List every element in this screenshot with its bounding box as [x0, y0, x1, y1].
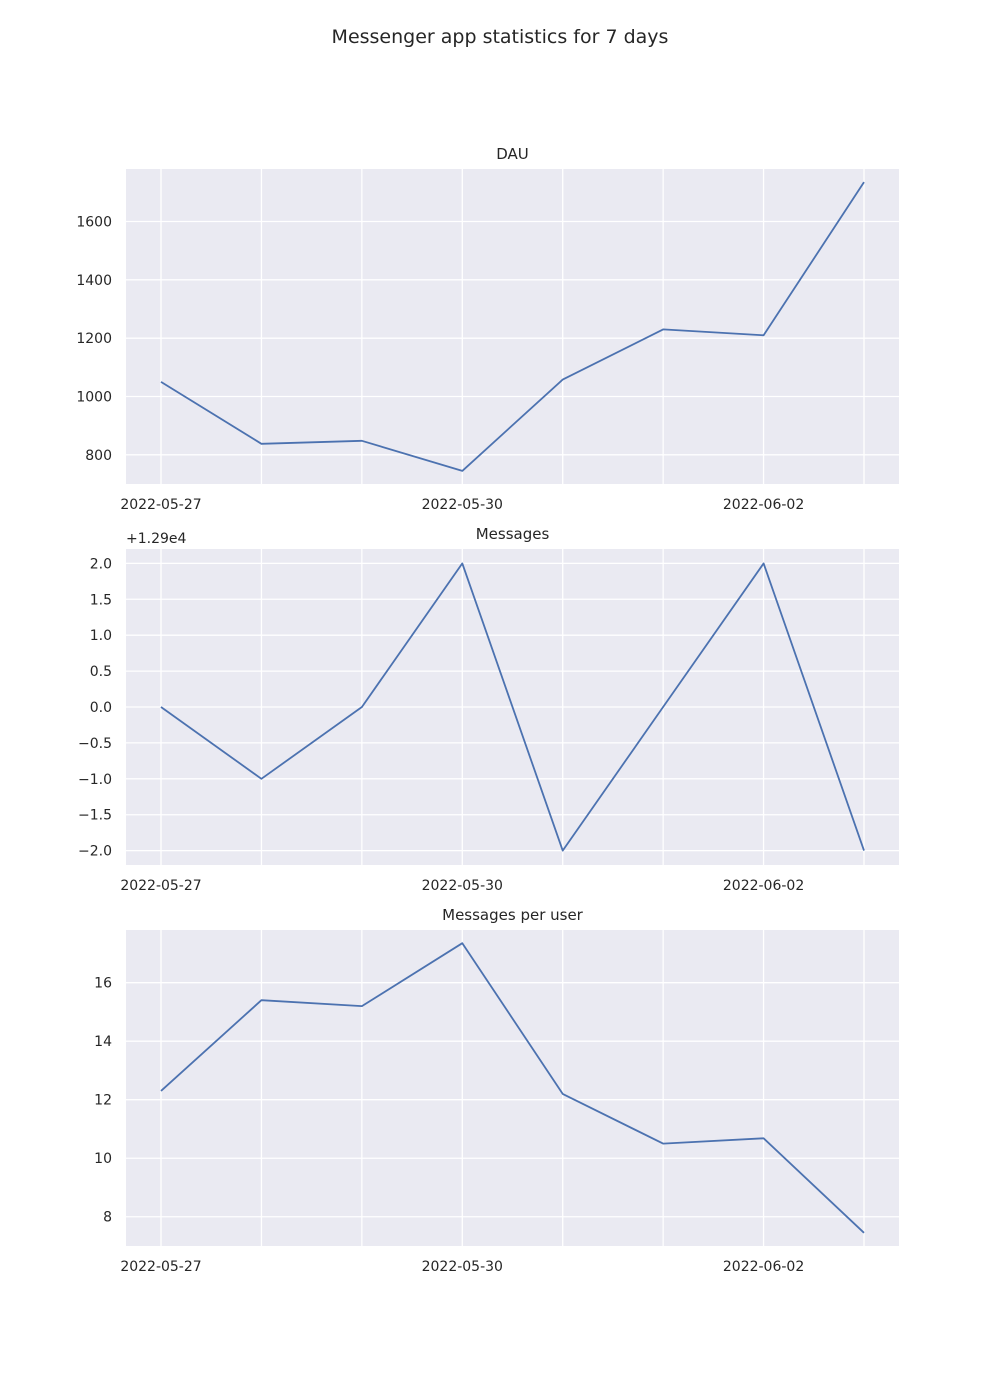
y-tick-label: 1200	[76, 331, 112, 347]
figure-title: Messenger app statistics for 7 days	[332, 26, 669, 48]
subplot-title: Messages	[476, 525, 550, 543]
y-tick-label: 8	[103, 1210, 112, 1226]
plot-background	[126, 169, 899, 484]
series-line	[160, 942, 865, 1234]
y-tick-label: 1.5	[90, 592, 112, 608]
axis-offset-label: +1.29e4	[126, 531, 187, 547]
subplot-2: 2.0 1.5 1.0 0.5 0.0 −0.5 −1.0 −1.5 −2.0 2022-05-2…	[78, 525, 899, 894]
x-tick-label: 2022-05-27	[120, 1259, 201, 1275]
y-tick-label: 12	[94, 1093, 112, 1109]
y-tick-label: 1400	[76, 273, 112, 289]
y-tick-label: 16	[94, 976, 112, 992]
y-tick-label: −1.0	[78, 772, 112, 788]
x-tick-label: 2022-05-27	[120, 497, 201, 513]
x-tick-label: 2022-06-02	[723, 497, 804, 513]
x-tick-label: 2022-05-30	[422, 1259, 503, 1275]
series-line	[160, 181, 865, 472]
y-tick-label: 0.5	[90, 664, 112, 680]
y-tick-label: 14	[94, 1034, 112, 1050]
y-tick-label: 10	[94, 1151, 112, 1167]
x-tick-label: 2022-05-27	[120, 878, 201, 894]
plot-background	[126, 930, 899, 1246]
y-tick-label: −0.5	[78, 736, 112, 752]
y-tick-label: 0.0	[90, 700, 112, 716]
y-tick-label: 1600	[76, 215, 112, 231]
x-tick-label: 2022-06-02	[723, 1259, 804, 1275]
series-line	[160, 562, 865, 852]
subplot-1: 800 1000 1200 1400 1600 2022-05-27 2022-05-30 2…	[76, 145, 899, 513]
y-tick-label: 800	[85, 448, 112, 464]
subplot-title: Messages per user	[442, 906, 584, 924]
y-tick-label: −1.5	[78, 808, 112, 824]
x-tick-label: 2022-05-30	[422, 497, 503, 513]
y-tick-label: 2.0	[90, 556, 112, 572]
y-tick-label: 1.0	[90, 628, 112, 644]
y-tick-label: −2.0	[78, 844, 112, 860]
subplot-title: DAU	[496, 145, 529, 163]
subplot-3: 8 10 12 14 16 2022-05-27 2022-05-30 2022-06-02 M…	[94, 906, 899, 1275]
y-tick-label: 1000	[76, 390, 112, 406]
x-tick-label: 2022-05-30	[422, 878, 503, 894]
x-tick-label: 2022-06-02	[723, 878, 804, 894]
